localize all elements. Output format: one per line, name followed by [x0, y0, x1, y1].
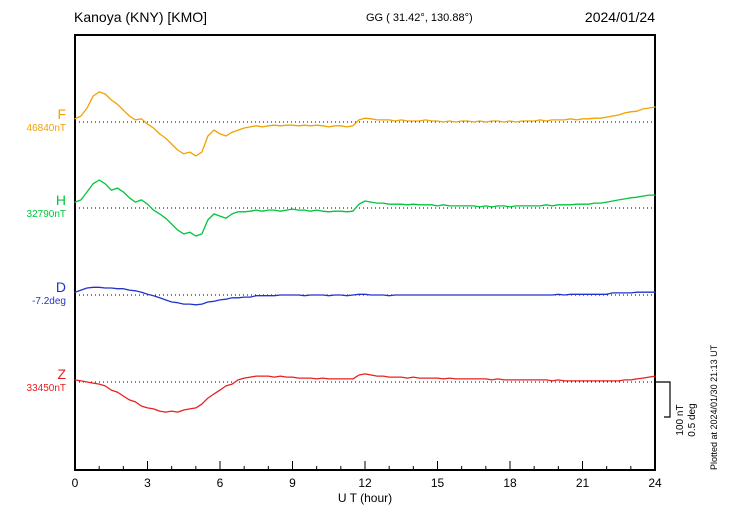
- trace-h: [74, 179, 656, 237]
- series-label-h: H: [55, 192, 66, 208]
- trace-f: [74, 91, 656, 157]
- x-tick-label: 9: [289, 476, 296, 490]
- x-tick-label: 12: [358, 476, 372, 490]
- series-base-value-h: 32790nT: [26, 209, 66, 220]
- observation-date: 2024/01/24: [584, 9, 655, 25]
- station-title: Kanoya (KNY) [KMO]: [74, 9, 208, 25]
- x-tick-label: 18: [503, 476, 517, 490]
- series-legend-d: D -7.2deg: [0, 279, 66, 308]
- plot-timestamp-note: Plotted at 2024/01/30 21:13 UT: [709, 344, 719, 470]
- scale-bar: [655, 381, 671, 418]
- series-legend-f: F 46840nT: [0, 106, 66, 135]
- series-label-d: D: [55, 279, 66, 295]
- series-label-z: Z: [57, 366, 66, 382]
- scale-label-nt: 100 nT: [675, 404, 686, 436]
- x-tick-label: 24: [648, 476, 662, 490]
- geographic-coordinates: GG ( 31.42°, 130.88°): [366, 12, 473, 24]
- x-tick-label: 0: [72, 476, 79, 490]
- x-tick-label: 15: [431, 476, 445, 490]
- x-tick-label: 6: [217, 476, 224, 490]
- plot-border: [74, 34, 656, 471]
- trace-d: [74, 286, 656, 306]
- series-base-value-f: 46840nT: [26, 123, 66, 134]
- series-legend-z: Z 33450nT: [0, 366, 66, 395]
- trace-z: [74, 373, 656, 413]
- x-tick-label: 21: [576, 476, 590, 490]
- x-tick-label: 3: [144, 476, 151, 490]
- series-label-f: F: [57, 106, 66, 122]
- series-legend-h: H 32790nT: [0, 192, 66, 221]
- x-axis-title: U T (hour): [337, 491, 393, 505]
- series-base-value-d: -7.2deg: [32, 296, 66, 307]
- scale-bar-labels: 100 nT 0.5 deg: [675, 383, 701, 457]
- scale-label-deg: 0.5 deg: [687, 403, 698, 437]
- series-base-value-z: 33450nT: [26, 383, 66, 394]
